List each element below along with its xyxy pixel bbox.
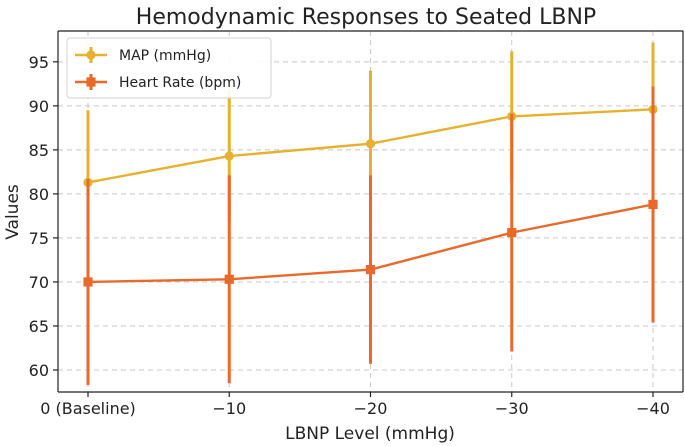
chart-title: Hemodynamic Responses to Seated LBNP — [136, 5, 596, 30]
y-tick-label: 80 — [29, 185, 49, 204]
legend: MAP (mmHg) Heart Rate (bpm) — [66, 37, 272, 99]
y-tick-label: 65 — [29, 317, 49, 336]
legend-marker — [86, 77, 96, 87]
data-point — [648, 199, 658, 210]
legend-label: Heart Rate (bpm) — [119, 75, 241, 91]
y-tick-label: 90 — [29, 97, 49, 116]
x-tick-label: 0 (Baseline) — [40, 399, 136, 418]
y-axis-label: Values — [3, 184, 23, 240]
y-tick-label: 85 — [29, 141, 49, 160]
y-tick-label: 95 — [29, 53, 49, 72]
data-point — [83, 277, 93, 287]
x-axis-label: LBNP Level (mmHg) — [285, 424, 455, 444]
x-tick-label: −20 — [354, 399, 388, 418]
y-tick-label: 70 — [29, 273, 49, 292]
x-tick-label: −10 — [212, 399, 246, 418]
data-point — [224, 274, 234, 284]
x-tick-label: −30 — [495, 399, 529, 418]
legend-box — [66, 37, 272, 99]
data-point — [365, 139, 376, 149]
series-layer — [83, 42, 658, 385]
y-tick-label: 60 — [29, 361, 49, 380]
data-point — [224, 151, 234, 161]
legend-label: MAP (mmHg) — [119, 48, 211, 64]
data-point — [507, 228, 517, 238]
legend-marker — [86, 50, 96, 60]
data-point — [365, 265, 376, 275]
y-tick-label: 75 — [29, 229, 49, 248]
series-heart-rate-bpm — [83, 86, 658, 385]
axes-layer: 60 65 70 75 80 85 90 95 0 (Baseline) −10 −20 −30 −40 — [29, 30, 684, 418]
x-tick-label: −40 — [636, 399, 670, 418]
